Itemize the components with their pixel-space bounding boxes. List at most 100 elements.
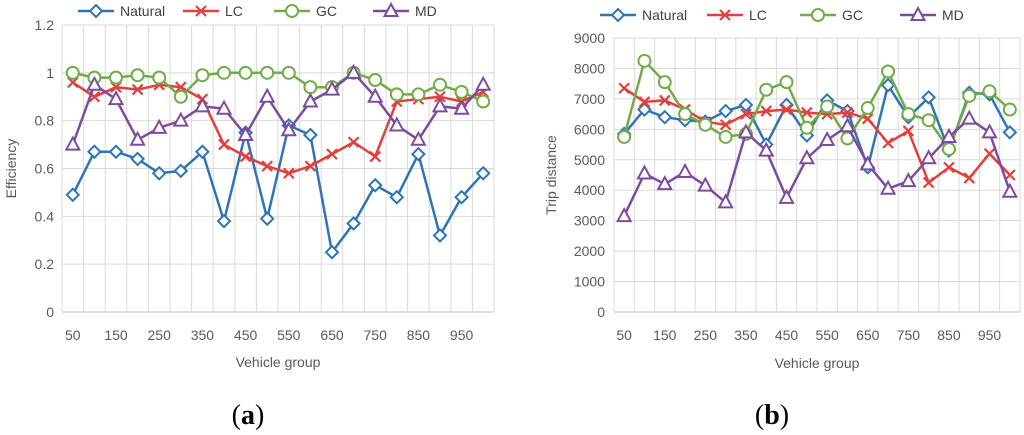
data-point-lc (326, 148, 338, 160)
data-point-gc (65, 65, 80, 80)
x-tick-label: 850 (937, 327, 961, 343)
x-tick-label: 250 (148, 327, 172, 343)
data-point-gc (617, 129, 632, 144)
x-tick-label: 550 (277, 327, 301, 343)
y-tick-label: 1.2 (35, 17, 55, 33)
data-point-lc (922, 176, 935, 189)
data-point-lc (67, 76, 79, 89)
data-point-md (323, 80, 341, 96)
legend-item-md: MD (900, 5, 964, 23)
data-point-natural (346, 216, 362, 231)
data-point-lc (304, 160, 317, 172)
data-point-lc (261, 160, 273, 172)
x-tick-label: 750 (897, 327, 921, 343)
data-point-md (636, 164, 653, 180)
data-point-lc (434, 90, 446, 103)
legend-label: Natural (642, 7, 687, 23)
data-point-md (475, 75, 492, 91)
data-point-md (737, 123, 755, 139)
y-axis-label: Trip distance (543, 135, 559, 215)
data-point-md (64, 135, 81, 151)
data-point-gc (195, 68, 210, 83)
data-point-lc (283, 167, 295, 180)
data-point-natural (410, 146, 426, 162)
data-point-natural (432, 228, 448, 243)
data-point-natural (475, 165, 491, 181)
data-point-gc (860, 101, 875, 116)
x-tick-label: 450 (775, 327, 799, 343)
data-point-md (215, 99, 233, 115)
y-tick-label: 1000 (574, 274, 605, 290)
y-tick-label: 8000 (574, 60, 605, 76)
data-point-md (410, 130, 427, 146)
y-tick-label: 3000 (574, 213, 605, 229)
data-point-lc (218, 138, 230, 151)
data-point-lc (861, 112, 874, 125)
legend-marker (195, 5, 207, 17)
data-point-md (697, 176, 714, 192)
data-point-lc (841, 106, 854, 119)
legend-label: LC (225, 3, 243, 19)
data-point-gc (368, 73, 383, 88)
data-point-natural (194, 144, 210, 160)
data-point-gc (718, 129, 733, 144)
data-point-lc (902, 125, 915, 137)
data-point-gc (238, 65, 253, 80)
data-point-gc (281, 65, 296, 80)
data-point-lc (780, 103, 793, 116)
data-point-natural (173, 163, 189, 179)
data-point-md (778, 188, 795, 204)
data-point-natural (389, 189, 405, 205)
chart-efficiency: 0 0.2 0.4 0.6 0.8 1 1.2 50 150 250 350 450 550 650 750… (3, 1, 495, 431)
data-point-md (302, 92, 319, 108)
data-point-gc (982, 84, 997, 99)
legend-item-gc: GC (800, 7, 863, 23)
data-point-natural (718, 103, 734, 119)
legend-marker (909, 5, 927, 21)
data-point-md (920, 149, 937, 165)
legend-marker (285, 4, 299, 18)
data-point-gc (759, 82, 774, 97)
x-tick-label: 350 (734, 327, 758, 343)
data-point-natural (1002, 124, 1018, 140)
data-point-natural (657, 109, 673, 125)
data-point-gc (881, 64, 896, 79)
y-tick-label: 0.8 (35, 113, 55, 129)
data-point-md (172, 111, 189, 127)
legend-item-md: MD (373, 1, 437, 19)
x-tick-label: 950 (450, 327, 474, 343)
data-point-md (615, 207, 633, 223)
data-point-gc (637, 53, 652, 68)
y-tick-label: 9000 (574, 30, 605, 46)
y-tick-label: 4000 (574, 182, 605, 198)
data-point-lc (658, 94, 671, 107)
data-point-md (717, 193, 734, 209)
y-tick-label: 0 (597, 304, 605, 320)
y-axis-label: Efficiency (3, 139, 19, 199)
data-point-gc (130, 68, 145, 83)
x-tick-label: 450 (234, 327, 258, 343)
data-point-md (656, 175, 673, 191)
y-tick-label: 0.6 (35, 161, 55, 177)
x-tick-label: 650 (320, 327, 344, 343)
data-point-md (839, 117, 856, 133)
data-point-md (259, 87, 276, 103)
legend-item-lc: LC (183, 3, 243, 19)
legend-label: MD (942, 7, 964, 23)
x-tick-label: 850 (407, 327, 431, 343)
data-point-gc (779, 75, 794, 90)
legend-item-lc: LC (707, 7, 767, 23)
data-point-gc (901, 107, 916, 122)
data-point-md (940, 127, 958, 143)
x-tick-label: 150 (104, 327, 128, 343)
legend-label: Natural (120, 3, 165, 19)
x-tick-label: 350 (191, 327, 215, 343)
data-point-gc (941, 142, 956, 157)
x-tick-label: 950 (978, 327, 1002, 343)
data-point-lc (801, 106, 813, 119)
chart-trip-distance: 0 1000 2000 3000 4000 5000 6000 7000 8000 9000 50 1… (543, 5, 1021, 431)
y-tick-label: 7000 (574, 91, 605, 107)
data-point-natural (921, 89, 937, 105)
y-tick-label: 5000 (574, 152, 605, 168)
data-point-md (676, 162, 694, 178)
